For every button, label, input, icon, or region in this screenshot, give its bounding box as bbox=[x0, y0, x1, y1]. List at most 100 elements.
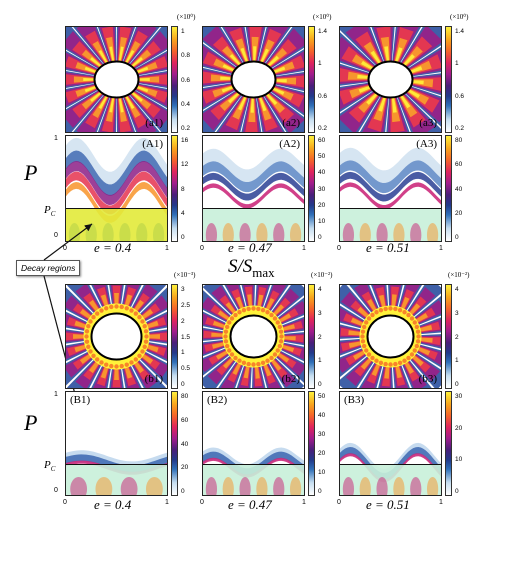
colorbar-tick-label: 12 bbox=[181, 161, 189, 169]
panel-label-b1: (b1) bbox=[144, 373, 163, 385]
critical-line-A1 bbox=[66, 208, 167, 209]
x-tick-1-A2: 1 bbox=[302, 245, 306, 252]
colorbar-tick-label: 40 bbox=[318, 169, 326, 177]
colorbar-tick-label: 1 bbox=[181, 28, 185, 35]
colorbar-tick-label: 3 bbox=[455, 309, 459, 317]
panel-label-a1: (a1) bbox=[145, 117, 163, 129]
critical-line-A3 bbox=[340, 208, 441, 209]
colorbar-tick-label: 0 bbox=[318, 234, 322, 241]
panel-label-B2: (B2) bbox=[207, 394, 228, 406]
panel-label-a3: (a3) bbox=[419, 117, 437, 129]
heatmap-A2 bbox=[203, 136, 304, 241]
ring-panel-b2: (b2) bbox=[202, 284, 305, 389]
colorbar-tick-label: 1 bbox=[181, 349, 185, 357]
colorbar-tick-label: 0 bbox=[181, 381, 185, 388]
colorbar-B2 bbox=[308, 391, 315, 496]
colorbar-tick-label: 1.4 bbox=[455, 28, 465, 35]
colorbar-tick-label: 4 bbox=[455, 286, 459, 293]
colorbar-tick-label: 40 bbox=[181, 440, 189, 448]
ring-pattern-b1 bbox=[66, 285, 167, 388]
e-label-B2: e = 0.47 bbox=[228, 497, 272, 512]
y-tick-pc-upper: PC bbox=[44, 204, 56, 219]
colorbar-tick-label: 1 bbox=[455, 357, 459, 365]
ring-pattern-a3 bbox=[340, 27, 441, 132]
colorbar-a2 bbox=[308, 26, 315, 133]
x-tick-1-A3: 1 bbox=[439, 245, 443, 252]
x-tick-0-A1: 0 bbox=[63, 245, 67, 252]
colorbar-tick-label: 3 bbox=[318, 309, 322, 317]
colorbar-tick-label: 0 bbox=[318, 488, 322, 495]
colorbar-tick-label: 1 bbox=[318, 357, 322, 365]
colorbar-tick-label: 0 bbox=[455, 381, 459, 388]
multiplier-b3: (×10⁻²) bbox=[448, 271, 470, 279]
colorbar-A2 bbox=[308, 135, 315, 242]
e-label-A2: e = 0.47 bbox=[228, 240, 272, 255]
x-tick-0-A3: 0 bbox=[337, 245, 341, 252]
y-tick-zero-upper: 0 bbox=[54, 232, 58, 239]
y-tick-pc-lower: PC bbox=[44, 459, 56, 474]
panel-label-B3: (B3) bbox=[344, 394, 365, 406]
colorbar-tick-label: 1.4 bbox=[318, 28, 328, 35]
colorbar-tick-label: 60 bbox=[455, 161, 463, 169]
colorbar-tick-label: 2 bbox=[181, 317, 185, 325]
colorbar-tick-label: 8 bbox=[181, 185, 185, 193]
colorbar-tick-label: 4 bbox=[181, 209, 185, 217]
colorbar-tick-label: 50 bbox=[318, 153, 326, 161]
colorbar-tick-label: 0.5 bbox=[181, 365, 191, 373]
heatmap-A3 bbox=[340, 136, 441, 241]
critical-line-B3 bbox=[340, 464, 441, 465]
colorbar-tick-label: 0 bbox=[181, 488, 185, 495]
y-axis-label-lower: P bbox=[24, 410, 38, 435]
e-label-A3: e = 0.51 bbox=[366, 240, 410, 255]
colorbar-tick-label: 10 bbox=[318, 217, 326, 225]
ring-panel-a2: (a2) bbox=[202, 26, 305, 133]
heatmap-B2 bbox=[203, 392, 304, 495]
colorbar-tick-label: 0.6 bbox=[318, 92, 328, 100]
x-tick-1-B2: 1 bbox=[302, 499, 306, 506]
x-tick-1-A1: 1 bbox=[165, 245, 169, 252]
x-tick-1-B3: 1 bbox=[439, 499, 443, 506]
panel-label-B1: (B1) bbox=[70, 394, 91, 406]
colorbar-tick-label: 30 bbox=[455, 393, 463, 400]
panel-label-b2: (b2) bbox=[281, 373, 300, 385]
heatmap-B3 bbox=[340, 392, 441, 495]
colorbar-A1 bbox=[171, 135, 178, 242]
panel-label-A1: (A1) bbox=[142, 138, 163, 150]
e-label-B3: e = 0.51 bbox=[366, 497, 410, 512]
e-label-B1: e = 0.4 bbox=[94, 497, 132, 512]
colorbar-tick-label: 2 bbox=[318, 333, 322, 341]
map-panel-A3: (A3) bbox=[339, 135, 442, 242]
x-tick-1-B1: 1 bbox=[165, 499, 169, 506]
colorbar-tick-label: 30 bbox=[318, 431, 326, 438]
colorbar-b2 bbox=[308, 284, 315, 389]
panel-label-b3: (b3) bbox=[418, 373, 437, 385]
ring-pattern-a1 bbox=[66, 27, 167, 132]
colorbar-a3 bbox=[445, 26, 452, 133]
colorbar-B1 bbox=[171, 391, 178, 496]
colorbar-tick-label: 20 bbox=[318, 201, 326, 209]
critical-line-A2 bbox=[203, 208, 304, 209]
colorbar-tick-label: 0.2 bbox=[455, 125, 465, 132]
colorbar-tick-label: 0.6 bbox=[181, 76, 191, 84]
colorbar-tick-label: 20 bbox=[455, 424, 463, 432]
x-tick-0-B1: 0 bbox=[63, 499, 67, 506]
colorbar-tick-label: 40 bbox=[318, 412, 326, 419]
colorbar-tick-label: 0.8 bbox=[181, 52, 191, 60]
colorbar-tick-label: 20 bbox=[318, 450, 326, 457]
colorbar-tick-label: 1.5 bbox=[181, 333, 191, 341]
multiplier-a3: (×10⁰) bbox=[450, 13, 469, 21]
colorbar-tick-label: 1 bbox=[318, 60, 322, 68]
colorbar-tick-label: 3 bbox=[181, 286, 185, 293]
heatmap-A1 bbox=[66, 136, 167, 241]
multiplier-b1: (×10⁻³) bbox=[174, 271, 196, 279]
y-axis-label-upper: P bbox=[24, 160, 38, 185]
colorbar-tick-label: 10 bbox=[318, 469, 326, 476]
ring-panel-a1: (a1) bbox=[65, 26, 168, 133]
colorbar-tick-label: 0.2 bbox=[318, 125, 328, 132]
x-tick-0-A2: 0 bbox=[200, 245, 204, 252]
y-tick-top-lower: 1 bbox=[54, 391, 58, 398]
colorbar-tick-label: 0.6 bbox=[455, 92, 465, 100]
colorbar-tick-label: 80 bbox=[181, 393, 189, 400]
colorbar-tick-label: 16 bbox=[181, 137, 189, 144]
ring-pattern-a2 bbox=[203, 27, 304, 132]
